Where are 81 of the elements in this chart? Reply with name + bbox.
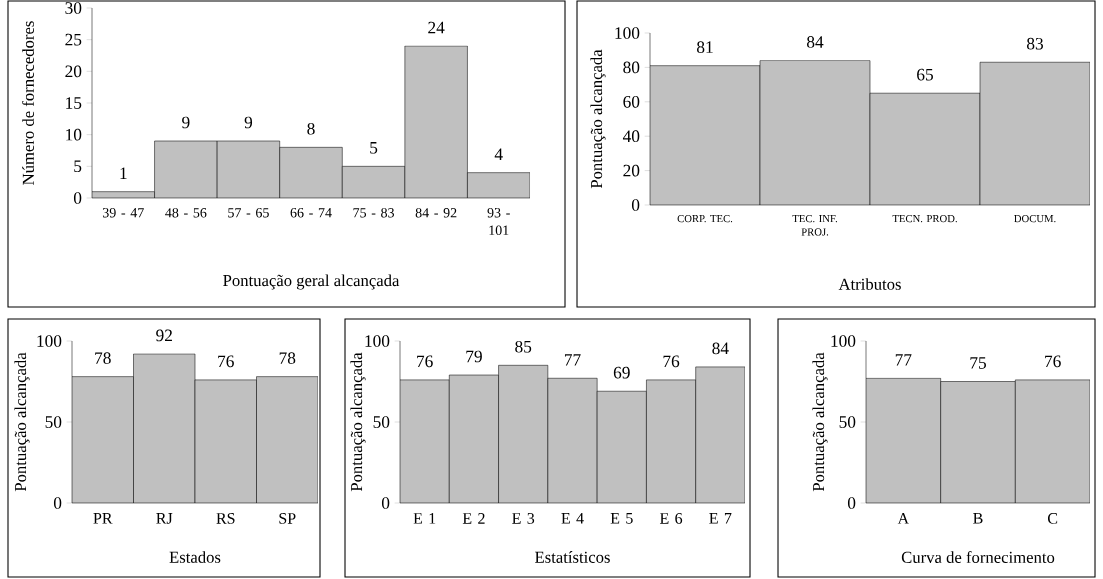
x-tick-label: TEC. INF. PROJ. xyxy=(792,215,837,236)
y-tick-label: 20 xyxy=(65,65,82,78)
y-tick-label: 100 xyxy=(615,27,640,39)
data-label: 69 xyxy=(613,366,630,379)
data-label: 84 xyxy=(807,36,824,48)
data-label: 81 xyxy=(697,41,713,53)
data-label: 24 xyxy=(428,21,445,34)
y-axis-title: Número de fornecedores xyxy=(22,21,34,185)
x-axis-title: Estatísticos xyxy=(535,551,610,563)
data-label: 77 xyxy=(895,354,912,366)
x-tick-label: C xyxy=(1047,513,1058,524)
x-tick-label: E 5 xyxy=(610,513,633,524)
data-label: 83 xyxy=(1027,37,1043,50)
y-tick-label: 80 xyxy=(623,61,640,74)
data-label: 77 xyxy=(564,354,581,366)
y-tick-label: 100 xyxy=(831,335,856,347)
x-tick-label: E 1 xyxy=(413,513,436,524)
x-axis-title: Estados xyxy=(169,551,221,563)
y-tick-label: 0 xyxy=(631,199,640,211)
x-tick-label: PR xyxy=(93,513,113,524)
x-tick-label: 48 - 56 xyxy=(165,208,207,218)
data-label: 85 xyxy=(515,340,532,353)
y-tick-label: 15 xyxy=(66,97,82,109)
data-label: 4 xyxy=(494,148,503,160)
x-tick-label: TECN. PROD. xyxy=(892,215,957,223)
y-tick-label: 50 xyxy=(839,416,856,428)
x-axis-title: Pontuação geral alcançada xyxy=(223,274,400,290)
y-tick-label: 100 xyxy=(365,335,390,347)
y-tick-label: 5 xyxy=(74,160,82,173)
x-axis-title: Curva de fornecimento xyxy=(901,551,1055,563)
x-tick-label: A xyxy=(897,513,909,524)
data-label: 78 xyxy=(95,352,111,364)
x-tick-label: RS xyxy=(216,513,235,524)
y-tick-label: 50 xyxy=(373,416,390,428)
x-tick-label: 39 - 47 xyxy=(102,208,144,218)
data-label: 84 xyxy=(712,342,729,355)
x-tick-label: E 4 xyxy=(561,513,584,524)
data-label: 9 xyxy=(182,116,190,129)
y-tick-label: 20 xyxy=(623,164,640,177)
data-label: 92 xyxy=(156,329,172,342)
data-label: 78 xyxy=(279,352,296,364)
data-label: 76 xyxy=(417,355,433,368)
x-tick-label: B xyxy=(973,513,983,524)
y-tick-label: 0 xyxy=(381,497,390,509)
x-tick-label: 84 - 92 xyxy=(415,208,457,218)
y-tick-label: 0 xyxy=(53,497,62,509)
data-label: 76 xyxy=(218,355,234,368)
y-tick-label: 50 xyxy=(45,416,62,428)
x-tick-label: 93 - 101 xyxy=(487,208,510,235)
x-tick-label: 66 - 74 xyxy=(290,208,332,218)
data-label: 79 xyxy=(466,350,482,363)
x-tick-label: CORP. TEC. xyxy=(677,215,733,223)
y-tick-label: 30 xyxy=(65,2,82,14)
y-tick-label: 0 xyxy=(847,497,856,509)
x-tick-label: E 2 xyxy=(462,513,485,524)
y-tick-label: 100 xyxy=(37,335,62,347)
x-tick-label: E 3 xyxy=(512,513,535,524)
y-tick-label: 25 xyxy=(65,33,82,46)
y-axis-title: Pontuação alcançada xyxy=(590,49,606,189)
data-label: 65 xyxy=(917,68,933,81)
x-tick-label: E 7 xyxy=(709,513,732,524)
data-label: 8 xyxy=(307,122,315,135)
data-label: 9 xyxy=(244,116,253,129)
x-tick-label: SP xyxy=(279,513,296,524)
y-axis-title: Pontuação alcançada xyxy=(350,352,366,492)
x-tick-label: 57 - 65 xyxy=(228,208,269,218)
data-label: 1 xyxy=(120,167,127,179)
x-tick-label: 75 - 83 xyxy=(353,208,394,218)
data-label: 76 xyxy=(663,355,680,368)
data-label: 76 xyxy=(1045,355,1061,368)
y-tick-label: 0 xyxy=(73,192,82,204)
x-tick-label: DOCUM. xyxy=(1014,215,1056,223)
x-axis-title: Atributos xyxy=(838,278,901,290)
data-label: 75 xyxy=(970,357,986,369)
y-tick-label: 60 xyxy=(623,95,640,108)
y-axis-title: Pontuação alcançada xyxy=(14,352,30,492)
x-tick-label: E 6 xyxy=(659,513,683,524)
y-axis-title: Pontuação alcançada xyxy=(812,352,828,492)
y-tick-label: 40 xyxy=(622,130,640,143)
x-tick-label: RJ xyxy=(156,513,173,524)
y-tick-label: 10 xyxy=(66,128,82,141)
